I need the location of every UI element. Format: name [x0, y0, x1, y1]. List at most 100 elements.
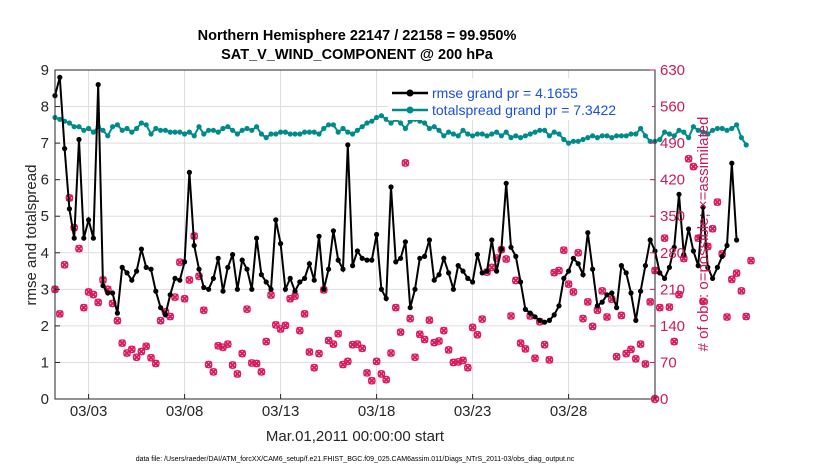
obs-assimilated-marker	[636, 340, 645, 348]
y-tick-label-left: 0	[41, 391, 49, 408]
obs-possible-marker	[531, 354, 539, 363]
totalspread-point	[191, 133, 197, 139]
rmse-point	[513, 253, 519, 259]
totalspread-point	[258, 131, 264, 137]
totalspread-point	[340, 125, 346, 132]
totalspread-point	[225, 124, 231, 130]
totalspread-point	[604, 133, 610, 139]
totalspread-point	[609, 135, 615, 141]
rmse-point	[618, 263, 625, 269]
totalspread-point	[489, 131, 495, 137]
obs-assimilated-marker	[392, 303, 400, 312]
rmse-point	[455, 263, 461, 269]
totalspread-point	[450, 131, 456, 137]
rmse-point	[167, 292, 173, 298]
obs-assimilated-marker	[516, 339, 525, 347]
y-tick-label-right: 350	[660, 208, 685, 225]
rmse-point	[129, 277, 135, 283]
rmse-point	[556, 303, 562, 309]
rmse-point	[474, 252, 480, 258]
obs-assimilated-marker	[219, 343, 227, 352]
y-tick-label-left: 2	[41, 318, 49, 335]
obs-possible-marker	[233, 370, 242, 378]
obs-possible-marker	[463, 363, 472, 372]
totalspread-point	[398, 120, 404, 126]
obs-assimilated-marker	[555, 266, 563, 275]
obs-possible-marker	[151, 359, 160, 368]
obs-possible-marker	[238, 349, 247, 358]
totalspread-point	[532, 129, 538, 135]
obs-assimilated-marker	[156, 316, 165, 325]
obs-assimilated-marker	[166, 312, 174, 321]
obs-assimilated-marker	[185, 276, 194, 284]
obs-assimilated-marker	[377, 370, 386, 378]
rmse-point	[57, 74, 63, 80]
rmse-point	[234, 286, 240, 292]
obs-assimilated-marker	[627, 345, 635, 354]
obs-assimilated-marker	[382, 375, 390, 384]
totalspread-point	[614, 133, 620, 139]
obs-possible-marker	[228, 361, 237, 369]
totalspread-point	[196, 124, 202, 130]
obs-possible-marker	[516, 339, 525, 348]
totalspread-point	[86, 125, 92, 132]
obs-possible-marker	[204, 360, 213, 369]
obs-possible-marker	[334, 329, 343, 338]
rmse-point	[249, 286, 255, 292]
totalspread-point	[76, 124, 82, 130]
totalspread-point	[206, 127, 212, 133]
totalspread-point	[662, 129, 668, 135]
obs-possible-marker	[75, 244, 83, 253]
rmse-point	[268, 286, 274, 292]
x-tick-label: 03/13	[262, 403, 300, 420]
obs-assimilated-marker	[598, 287, 606, 295]
totalspread-point	[345, 129, 351, 135]
y-tick-label-left: 6	[41, 172, 49, 189]
totalspread-point	[561, 136, 567, 143]
obs-assimilated-marker	[444, 346, 453, 354]
totalspread-point	[278, 129, 284, 135]
totalspread-point	[369, 118, 375, 124]
rmse-point	[393, 259, 399, 265]
rmse-point	[642, 263, 649, 269]
rmse-point	[369, 257, 375, 263]
rmse-point	[378, 286, 384, 292]
totalspread-point	[542, 127, 548, 133]
rmse-point	[292, 288, 298, 294]
x-tick-label: 03/23	[454, 403, 492, 420]
totalspread-point	[402, 125, 408, 132]
y-tick-label-right: 70	[660, 354, 677, 371]
rmse-point	[705, 264, 711, 270]
obs-possible-marker	[617, 311, 626, 320]
obs-possible-marker	[329, 340, 338, 349]
rmse-point	[177, 277, 183, 283]
obs-possible-marker	[579, 314, 587, 323]
obs-possible-marker	[137, 347, 146, 356]
obs-possible-marker	[420, 335, 429, 344]
rmse-point	[638, 288, 644, 294]
totalspread-point	[431, 124, 437, 130]
totalspread-point	[138, 120, 144, 126]
totalspread-point	[590, 133, 596, 139]
totalspread-point	[422, 120, 428, 126]
obs-possible-marker	[627, 345, 635, 354]
obs-assimilated-marker	[152, 359, 160, 368]
y-tick-label-left: 8	[41, 99, 49, 116]
obs-possible-marker	[271, 320, 280, 329]
obs-possible-marker	[343, 357, 352, 366]
rmse-point	[681, 252, 687, 258]
totalspread-point	[119, 127, 125, 133]
rmse-point	[230, 252, 236, 258]
totalspread-point	[158, 127, 164, 133]
obs-possible-marker	[156, 316, 165, 325]
rmse-point	[546, 317, 553, 323]
obs-assimilated-marker	[540, 340, 549, 349]
rmse-point	[561, 275, 567, 281]
totalspread-point	[268, 131, 274, 137]
obs-possible-marker	[372, 357, 381, 366]
obs-assimilated-marker	[660, 234, 669, 242]
rmse-point	[287, 275, 293, 281]
totalspread-point	[460, 127, 466, 133]
rmse-point	[105, 290, 111, 296]
